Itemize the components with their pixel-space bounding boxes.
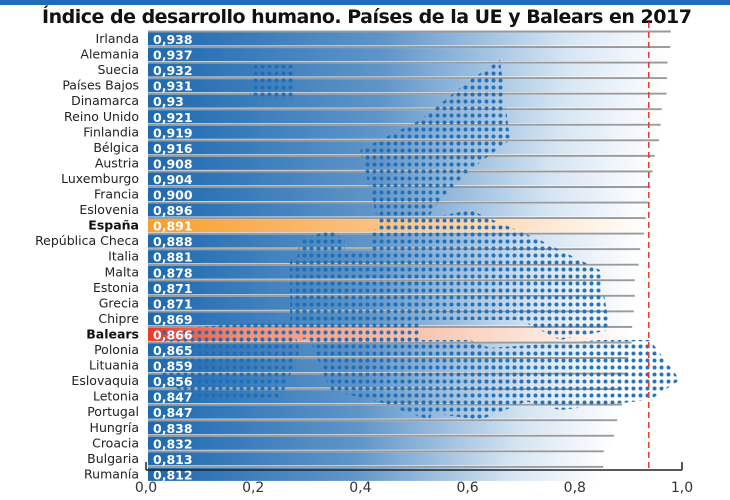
category-label: Malta: [105, 264, 139, 279]
x-tick-label: 0,4: [349, 480, 371, 496]
category-label: Finlandia: [83, 124, 139, 139]
value-label: 0,869: [153, 312, 193, 327]
bar-shadow: [148, 434, 614, 437]
value-label: 0,871: [153, 296, 193, 311]
value-label: 0,904: [153, 172, 193, 187]
bar-dinamarca: [148, 94, 667, 108]
chart-title: Índice de desarrollo humano. Países de l…: [42, 6, 692, 28]
value-label: 0,856: [153, 374, 193, 389]
value-label: 0,896: [153, 203, 193, 218]
value-label: 0,812: [153, 467, 193, 482]
value-label: 0,931: [153, 79, 193, 94]
category-label: Eslovenia: [79, 202, 139, 217]
bar-rumanía: [148, 467, 604, 481]
value-label: 0,921: [153, 110, 193, 125]
value-label: 0,881: [153, 250, 193, 265]
bar-shadow: [148, 92, 667, 95]
category-label: Bulgaria: [87, 451, 139, 466]
bar-shadow: [148, 123, 661, 126]
category-label: Grecia: [99, 295, 139, 310]
category-label: Alemania: [80, 47, 139, 62]
category-label: Países Bajos: [62, 78, 139, 93]
map-region: [460, 340, 680, 410]
category-label: Suecia: [97, 62, 139, 77]
map-region: [360, 60, 510, 230]
value-label: 0,847: [153, 390, 193, 405]
bar-shadow: [148, 465, 604, 468]
category-label: Irlanda: [96, 31, 139, 46]
bar-shadow: [148, 61, 668, 64]
category-label: Eslovaquia: [71, 373, 139, 388]
category-label: Reino Unido: [64, 109, 139, 124]
category-label: Estonia: [93, 280, 139, 295]
category-label: Italia: [108, 249, 139, 264]
category-label: Francia: [94, 187, 139, 202]
bar-shadow: [148, 108, 662, 111]
value-label: 0,838: [153, 421, 193, 436]
category-label: Letonia: [93, 389, 139, 404]
category-label: Chipre: [98, 311, 139, 326]
category-label: Luxemburgo: [61, 171, 139, 186]
map-region: [250, 65, 295, 100]
value-label: 0,919: [153, 125, 193, 140]
value-label: 0,916: [153, 141, 193, 156]
map-region: [160, 320, 300, 400]
bar-shadow: [148, 30, 671, 33]
top-accent-bar: [0, 0, 730, 5]
value-label: 0,866: [153, 327, 193, 342]
bar-países-bajos: [148, 79, 668, 93]
bar-suecia: [148, 63, 668, 77]
bar-hungría: [148, 421, 618, 435]
x-tick-label: 0,6: [456, 480, 478, 496]
bar-croacia: [148, 436, 614, 450]
category-label: Austria: [95, 155, 139, 170]
bar-reino-unido: [148, 110, 662, 124]
category-label: Rumanía: [84, 466, 139, 481]
category-label: Croacia: [92, 435, 139, 450]
x-tick-label: 0,2: [242, 480, 264, 496]
value-label: 0,878: [153, 265, 193, 280]
category-label: España: [88, 218, 139, 233]
bar-irlanda: [148, 32, 671, 46]
category-label: Hungría: [90, 420, 139, 435]
bar-shadow: [148, 77, 668, 80]
value-label: 0,938: [153, 32, 193, 47]
x-tick-label: 0,8: [564, 480, 586, 496]
value-label: 0,888: [153, 234, 193, 249]
map-region: [370, 210, 610, 340]
category-label: Dinamarca: [71, 93, 139, 108]
category-label: República Checa: [35, 233, 139, 248]
value-label: 0,908: [153, 156, 193, 171]
value-label: 0,865: [153, 343, 193, 358]
bar-shadow: [148, 403, 622, 406]
x-tick-label: 0,0: [135, 480, 157, 496]
value-label: 0,813: [153, 452, 193, 467]
value-label: 0,832: [153, 436, 193, 451]
category-label: Balears: [86, 326, 139, 341]
value-label: 0,932: [153, 63, 193, 78]
value-label: 0,859: [153, 359, 193, 374]
map-region: [395, 380, 440, 420]
bar-shadow: [148, 419, 618, 422]
value-label: 0,891: [153, 219, 193, 234]
europe-dot-map: [160, 60, 680, 420]
bar-shadow: [148, 46, 671, 49]
category-label: Polonia: [94, 342, 139, 357]
bar-bulgaria: [148, 452, 604, 466]
category-label: Portugal: [87, 404, 139, 419]
bar-alemania: [148, 48, 671, 62]
category-label: Bélgica: [93, 140, 139, 155]
map-region: [290, 250, 420, 350]
value-label: 0,847: [153, 405, 193, 420]
bar-shadow: [148, 450, 604, 453]
category-label: Lituania: [89, 358, 139, 373]
value-label: 0,93: [153, 94, 184, 109]
x-tick-label: 1,0: [671, 480, 693, 496]
value-label: 0,937: [153, 48, 193, 63]
value-label: 0,871: [153, 281, 193, 296]
value-label: 0,900: [153, 188, 193, 203]
